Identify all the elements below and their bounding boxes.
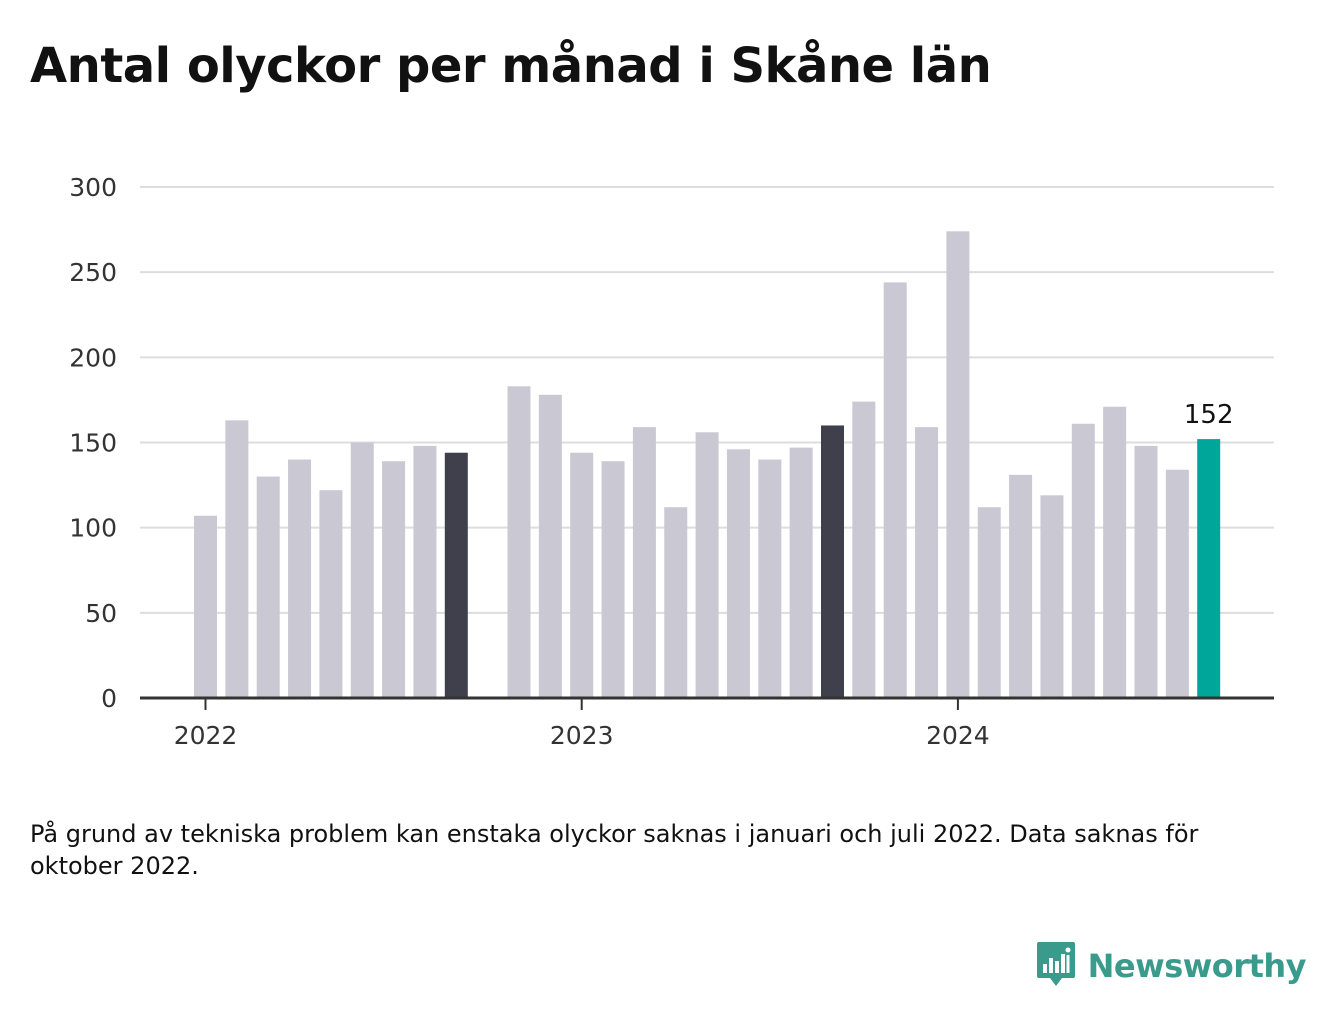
x-tick-label: 2023 [550, 721, 614, 750]
y-tick-label: 0 [101, 684, 117, 713]
bar-2022-07 [382, 461, 406, 698]
x-axis: 2022 2023 2024 [140, 696, 1274, 750]
bar-2023-01 [570, 452, 594, 698]
x-tick-label: 2024 [926, 721, 990, 750]
bar-2022-02 [225, 420, 249, 698]
bar-2023-11 [883, 282, 907, 698]
y-axis-ticks: 0 50 100 150 200 250 300 [69, 173, 117, 713]
bar-2023-04 [664, 507, 688, 698]
bar-2024-05 [1071, 423, 1095, 698]
y-tick-label: 100 [69, 514, 117, 543]
bar-2022-12 [538, 394, 562, 698]
latest-value-label: 152 [1184, 400, 1234, 430]
newsworthy-brand[interactable]: Newsworthy [1036, 940, 1307, 992]
bar-2023-08 [789, 447, 813, 698]
newsworthy-logo-icon [1036, 940, 1076, 992]
footnote: På grund av tekniska problem kan enstaka… [30, 820, 1199, 880]
bar-2022-08 [413, 445, 437, 698]
y-tick-label: 50 [85, 599, 117, 628]
y-tick-label: 300 [69, 173, 117, 202]
bar-2023-09 [821, 425, 844, 698]
bar-2023-06 [726, 449, 750, 698]
bar-2023-12 [915, 427, 939, 698]
bar-2022-06 [350, 442, 374, 698]
bar-2024-03 [1009, 474, 1033, 698]
bar-2024-04 [1040, 495, 1064, 698]
bar-2024-06 [1103, 406, 1127, 698]
bars [194, 231, 1221, 698]
bar-2024-02 [977, 507, 1001, 698]
bar-2023-07 [758, 459, 782, 698]
bar-2022-03 [256, 476, 280, 698]
bar-2022-05 [319, 490, 343, 698]
bar-chart: 0 50 100 150 200 250 300 2022 2023 2024 152 [69, 173, 1274, 750]
chart-title: Antal olyckor per månad i Skåne län [30, 38, 992, 94]
y-tick-label: 250 [69, 258, 117, 287]
y-tick-label: 200 [69, 343, 117, 372]
bar-2023-03 [632, 427, 656, 698]
bar-2022-04 [288, 459, 312, 698]
bar-2024-08 [1165, 469, 1189, 698]
bar-2024-09 [1197, 439, 1221, 698]
bar-2023-02 [601, 461, 625, 698]
x-tick-label: 2022 [174, 721, 238, 750]
data-labels: 152 [1184, 400, 1234, 430]
bar-2022-11 [507, 386, 531, 698]
bar-2023-10 [852, 401, 876, 698]
bar-2024-07 [1134, 445, 1158, 698]
bar-2022-09 [444, 452, 468, 698]
bar-2022-01 [194, 515, 217, 698]
bar-2023-05 [695, 432, 719, 698]
y-tick-label: 150 [69, 429, 117, 458]
brand-name: Newsworthy [1087, 947, 1307, 985]
bar-2024-01 [946, 231, 970, 698]
